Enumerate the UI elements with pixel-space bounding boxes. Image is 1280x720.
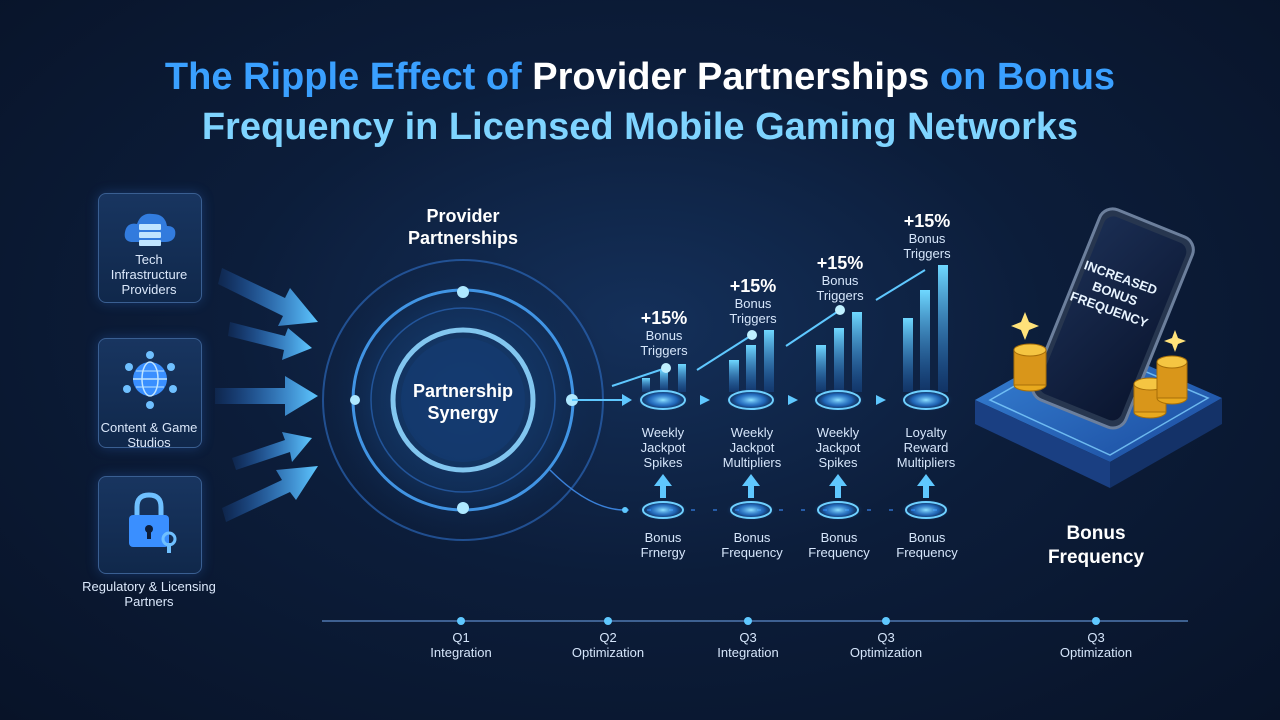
stage-1-pct: +15% xyxy=(640,308,688,328)
timeline-quarter-4: Q3 xyxy=(877,630,895,645)
stage-2-bottom: Bonus Frequency xyxy=(721,530,783,560)
source-card-regulatory xyxy=(98,476,202,574)
timeline-item-1: Q1 Integration xyxy=(411,630,511,660)
timeline-phase-4: Optimization xyxy=(849,645,923,660)
stage-2-trigger: +15% Bonus Triggers xyxy=(712,276,794,326)
cloud-server-icon xyxy=(124,213,176,246)
stage-bars xyxy=(642,265,948,392)
timeline-phase-1: Integration xyxy=(430,645,492,660)
lower-stage-nodes xyxy=(622,499,952,521)
timeline-phase-2: Optimization xyxy=(571,645,645,660)
stage-3-trigger: +15% Bonus Triggers xyxy=(799,253,881,303)
timeline-graphic xyxy=(322,617,1188,625)
stage-4-trigger-label: Bonus Triggers xyxy=(903,231,951,261)
hub-center-label: Partnership Synergy xyxy=(412,381,514,423)
timeline-quarter-1: Q1 xyxy=(452,630,470,645)
hub-heading: Provider Partnerships xyxy=(407,206,519,248)
timeline-phase-3: Integration xyxy=(717,645,779,660)
title-part-4: Frequency in Licensed Mobile Gaming Netw… xyxy=(201,106,1079,148)
stage-4-trigger: +15% Bonus Triggers xyxy=(886,211,968,261)
source-card-content xyxy=(98,338,202,448)
source-label-content: Content & Game Studios xyxy=(100,420,198,450)
stage-1-trigger: +15% Bonus Triggers xyxy=(623,308,705,358)
lock-key-icon xyxy=(129,492,177,553)
stage-4-pct: +15% xyxy=(903,211,951,231)
title-part-2: Provider Partnerships xyxy=(532,56,930,98)
stage-4-bottom: Bonus Frequency xyxy=(896,530,958,560)
trend-lines xyxy=(611,269,926,387)
stage-3-event: Weekly Jackpot Spikes xyxy=(815,425,861,470)
title-part-3: on Bonus xyxy=(929,56,1116,98)
source-label-tech: Tech Infrastructure Providers xyxy=(110,252,188,297)
up-arrows xyxy=(654,474,935,498)
stage-3-trigger-label: Bonus Triggers xyxy=(816,273,864,303)
timeline-phase-5: Optimization xyxy=(1059,645,1133,660)
stage-2-pct: +15% xyxy=(729,276,777,296)
timeline-item-3: Q3 Integration xyxy=(698,630,798,660)
hub-connectors xyxy=(549,394,632,511)
outcome-label: Bonus Frequency xyxy=(1047,523,1145,568)
timeline-quarter-2: Q2 xyxy=(599,630,617,645)
stage-1-trigger-label: Bonus Triggers xyxy=(640,328,688,358)
stage-1-bottom: Bonus Frnergy xyxy=(640,530,686,560)
stage-2-event: Weekly Jackpot Multipliers xyxy=(722,425,782,470)
timeline-item-5: Q3 Optimization xyxy=(1046,630,1146,660)
stage-1-event: Weekly Jackpot Spikes xyxy=(640,425,686,470)
timeline-item-4: Q3 Optimization xyxy=(836,630,936,660)
globe-network-icon xyxy=(123,351,177,409)
title-part-1: The Ripple Effect of xyxy=(164,56,533,98)
timeline-quarter-3: Q3 xyxy=(739,630,757,645)
stage-3-pct: +15% xyxy=(816,253,864,273)
trend-dots xyxy=(661,305,845,373)
stage-3-bottom: Bonus Frequency xyxy=(808,530,870,560)
ripple-rings xyxy=(313,250,613,550)
outcome-graphic xyxy=(975,207,1222,488)
source-label-regulatory: Regulatory & Licensing Partners xyxy=(82,579,216,609)
source-card-tech xyxy=(98,193,202,303)
stage-2-trigger-label: Bonus Triggers xyxy=(729,296,777,326)
stage-4-event: Loyalty Reward Multipliers xyxy=(896,425,956,470)
upper-stage-nodes xyxy=(635,388,954,412)
timeline-quarter-5: Q3 xyxy=(1087,630,1105,645)
input-arrows xyxy=(215,268,318,522)
page-title: The Ripple Effect of Provider Partnershi… xyxy=(0,52,1280,152)
timeline-item-2: Q2 Optimization xyxy=(558,630,658,660)
